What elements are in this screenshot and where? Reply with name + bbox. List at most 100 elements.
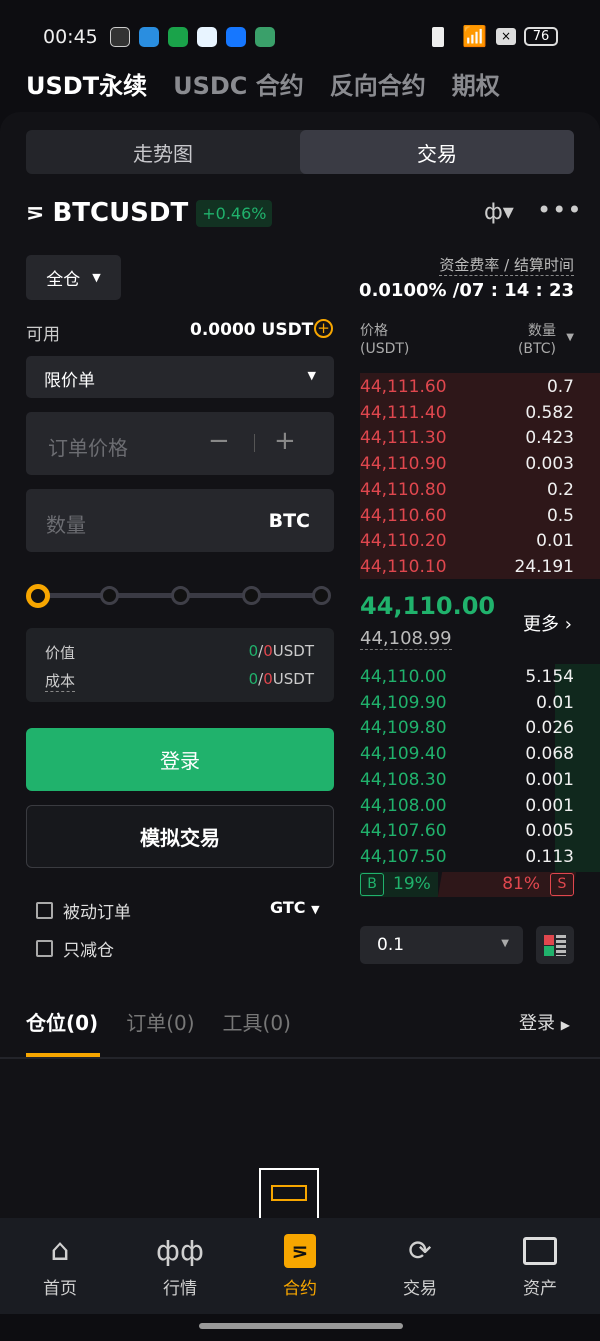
demo-trading-button[interactable]: 模拟交易 <box>26 805 334 868</box>
tab-usdc[interactable]: USDC 合约 <box>173 72 304 100</box>
bid-row[interactable]: 44,110.00 5.154 <box>360 664 574 690</box>
caret-down-icon: ▼ <box>501 938 509 949</box>
last-price: 44,110.00 <box>360 592 496 620</box>
contract-icon: ⋝ <box>26 200 45 226</box>
contract-icon: ⋝ <box>284 1234 316 1268</box>
nav-trade[interactable]: ⟳ 交易 <box>360 1218 480 1314</box>
ask-row[interactable]: 44,111.60 0.7 <box>360 374 574 400</box>
more-icon[interactable]: ••• <box>537 196 583 224</box>
order-price: 44,108.00 <box>360 795 447 816</box>
nav-label: 行情 <box>163 1279 197 1299</box>
available-value: 0.0000 USDT <box>190 320 314 340</box>
reduce-only-label: 只减仓 <box>63 941 114 961</box>
slider-handle[interactable] <box>26 584 50 608</box>
cost-label[interactable]: 成本 <box>45 672 76 692</box>
bid-row[interactable]: 44,107.60 0.005 <box>360 818 574 844</box>
tick-size-label: 0.1 <box>377 935 405 955</box>
tab-usdt-perp[interactable]: USDT永续 <box>26 72 148 100</box>
order-qty: 0.01 <box>536 531 574 552</box>
nav-markets[interactable]: фф 行情 <box>120 1218 240 1314</box>
mark-price[interactable]: 44,108.99 <box>360 628 452 650</box>
ask-row[interactable]: 44,110.60 0.5 <box>360 503 574 529</box>
more-label: 更多 <box>523 614 559 635</box>
ask-row[interactable]: 44,110.20 0.01 <box>360 528 574 554</box>
tab-inverse[interactable]: 反向合约 <box>329 72 426 100</box>
app-notification-icon <box>168 27 188 47</box>
minus-button[interactable]: − <box>208 426 230 456</box>
tab-options[interactable]: 期权 <box>451 72 500 100</box>
sell-badge: S <box>550 873 574 896</box>
app-notification-icon <box>255 27 275 47</box>
slider-stop[interactable] <box>100 586 119 605</box>
nav-contracts[interactable]: ⋝ 合约 <box>240 1218 360 1314</box>
ask-row[interactable]: 44,110.80 0.2 <box>360 477 574 503</box>
symbol-name[interactable]: BTCUSDT <box>52 198 189 228</box>
active-tab-indicator <box>26 1053 100 1057</box>
candlestick-icon[interactable]: ф▾ <box>484 200 514 225</box>
tif-select[interactable]: GTC ▼ <box>270 898 320 917</box>
bid-row[interactable]: 44,109.80 0.026 <box>360 715 574 741</box>
tab-trade[interactable]: 交易 <box>300 130 574 174</box>
buy-sell-ratio: B 19% 81% S <box>360 872 577 897</box>
reduce-only-checkbox[interactable]: 只减仓 <box>36 936 114 961</box>
slider-stop[interactable] <box>171 586 190 605</box>
ask-row[interactable]: 44,110.10 24.191 <box>360 554 574 580</box>
ask-depth-bg <box>360 373 600 579</box>
order-price: 44,111.30 <box>360 428 447 449</box>
order-qty: 0.001 <box>525 769 574 790</box>
caret-down-icon[interactable]: ▼ <box>566 332 574 343</box>
more-button[interactable]: 更多 › <box>523 614 572 635</box>
funding-label[interactable]: 资金费率 / 结算时间 <box>439 256 574 276</box>
order-summary: 价值 0/0USDT 成本 0/0USDT <box>26 628 334 702</box>
ask-row[interactable]: 44,110.90 0.003 <box>360 451 574 477</box>
bid-row[interactable]: 44,107.50 0.113 <box>360 844 574 870</box>
order-price: 44,110.80 <box>360 479 447 500</box>
margin-mode-select[interactable]: 全仓 ▼ <box>26 255 121 300</box>
post-only-checkbox[interactable]: 被动订单 <box>36 898 131 923</box>
symbol-header[interactable]: ⋝ BTCUSDT +0.46% <box>26 198 273 228</box>
order-qty: 0.113 <box>525 846 574 867</box>
nav-home[interactable]: ⌂ 首页 <box>0 1218 120 1314</box>
ask-row[interactable]: 44,111.30 0.423 <box>360 425 574 451</box>
value-label: 价值 <box>45 644 76 662</box>
bid-row[interactable]: 44,109.40 0.068 <box>360 741 574 767</box>
nav-assets[interactable]: 资产 <box>480 1218 600 1314</box>
quantity-placeholder: 数量 <box>46 513 86 537</box>
bid-row[interactable]: 44,109.90 0.01 <box>360 690 574 716</box>
tab-orders[interactable]: 订单(0) <box>126 1011 195 1035</box>
margin-mode-label: 全仓 <box>46 270 81 290</box>
tab-tools[interactable]: 工具(0) <box>222 1011 291 1035</box>
home-indicator[interactable] <box>199 1323 403 1329</box>
app-notification-icon <box>139 27 159 47</box>
status-time: 00:45 <box>43 26 98 48</box>
quantity-input[interactable]: 数量 BTC <box>26 489 334 552</box>
caret-down-icon: ▼ <box>307 369 316 382</box>
divider <box>254 434 255 452</box>
quantity-unit[interactable]: BTC <box>268 510 310 532</box>
wifi-icon: 📶 <box>462 24 487 48</box>
order-qty: 0.2 <box>546 479 574 500</box>
buy-ratio: 19% <box>393 874 431 894</box>
login-button[interactable]: 登录 <box>26 728 334 791</box>
positions-login-link[interactable]: 登录 ▶ <box>519 1013 570 1034</box>
home-icon: ⌂ <box>50 1233 70 1268</box>
slider-stop[interactable] <box>242 586 261 605</box>
transfer-plus-icon[interactable]: + <box>314 319 333 338</box>
ask-row[interactable]: 44,111.40 0.582 <box>360 400 574 426</box>
order-price: 44,108.30 <box>360 769 447 790</box>
slider-stop[interactable] <box>312 586 331 605</box>
tab-positions[interactable]: 仓位(0) <box>26 1011 99 1035</box>
tick-size-select[interactable]: 0.1 ▼ <box>360 926 523 964</box>
bid-row[interactable]: 44,108.30 0.001 <box>360 767 574 793</box>
orderbook-layout-button[interactable] <box>536 926 574 964</box>
cost-amount: 0/0USDT <box>248 670 314 688</box>
leverage-slider[interactable] <box>26 584 334 608</box>
price-input[interactable]: 订单价格 − + <box>26 412 334 475</box>
product-tabs: USDT永续 USDC 合约 反向合约 期权 <box>26 66 500 101</box>
plus-button[interactable]: + <box>274 426 296 456</box>
order-type-select[interactable]: 限价单 ▼ <box>26 356 334 398</box>
layout-icon-part <box>544 946 554 956</box>
bid-row[interactable]: 44,108.00 0.001 <box>360 793 574 819</box>
tab-chart[interactable]: 走势图 <box>133 141 193 166</box>
vibrate-icon <box>432 27 444 47</box>
